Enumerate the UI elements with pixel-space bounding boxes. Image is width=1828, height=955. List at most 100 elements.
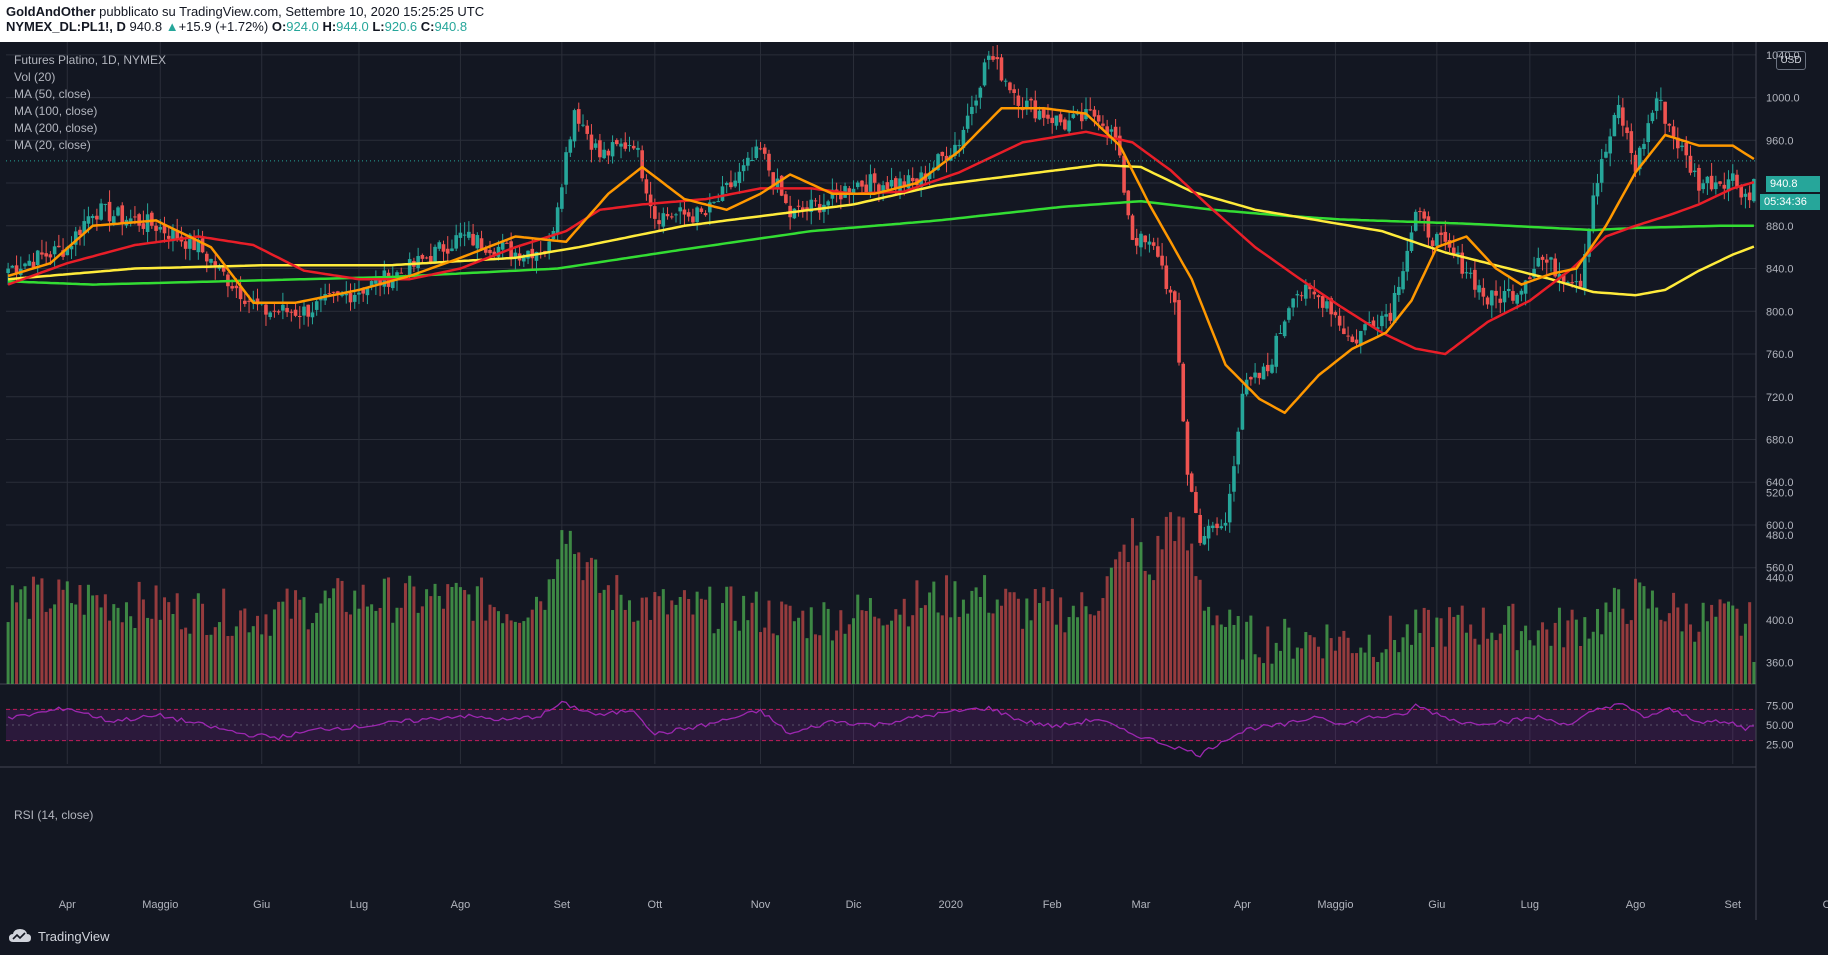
legend-ma50[interactable]: MA (50, close) [14, 87, 91, 101]
volume-bar [467, 594, 471, 684]
candle-body [754, 146, 759, 158]
volume-bar [1109, 567, 1113, 684]
candle-body [1439, 232, 1443, 235]
candle-body [40, 252, 44, 255]
legend-vol[interactable]: Vol (20) [14, 70, 56, 84]
volume-bar [175, 593, 179, 684]
volume-bar [1595, 608, 1599, 684]
price-tick-label: 600.0 [1766, 520, 1794, 532]
volume-bar [1727, 601, 1731, 684]
volume-bar [234, 626, 238, 684]
candle-body [238, 286, 243, 300]
low-label: L: [372, 19, 385, 34]
candle-body [407, 259, 412, 276]
volume-bar [420, 606, 424, 684]
volume-bar [251, 626, 255, 684]
candle-body [1143, 235, 1147, 243]
volume-bar [830, 640, 834, 684]
volume-bar [518, 622, 522, 684]
volume-bar [387, 577, 391, 684]
volume-bar [1008, 592, 1012, 684]
volume-bar [729, 586, 733, 684]
candle-body [1185, 421, 1190, 475]
volume-bar [91, 595, 95, 684]
candle-body [1236, 431, 1240, 465]
volume-bar [915, 580, 919, 684]
volume-bar [1346, 637, 1350, 684]
volume-bar [99, 607, 103, 684]
candle-body [839, 191, 843, 200]
volume-bar [526, 617, 530, 684]
volume-bar [1388, 615, 1392, 684]
candle-body [1621, 107, 1625, 126]
legend-ma200[interactable]: MA (200, close) [14, 121, 98, 135]
volume-bar [1025, 598, 1029, 684]
candle-body [52, 246, 57, 255]
volume-bar [1177, 516, 1181, 684]
volume-bar [856, 594, 860, 684]
candle-body [530, 248, 535, 259]
candle-body [441, 244, 446, 252]
candle-body [327, 293, 332, 295]
time-tick-label: Nov [751, 899, 771, 911]
volume-bar [6, 622, 10, 684]
volume-bar [31, 576, 35, 684]
volume-bar [1409, 644, 1413, 684]
volume-bar [260, 634, 264, 684]
candle-body [1156, 246, 1160, 257]
candle-body [631, 145, 636, 149]
volume-bar [1743, 623, 1747, 684]
candle-body [369, 280, 374, 287]
candle-body [1312, 291, 1317, 295]
volume-bar [928, 592, 932, 684]
candle-body [23, 263, 27, 267]
candle-body [868, 174, 873, 194]
volume-bar [1688, 624, 1692, 684]
candle-body [661, 213, 666, 227]
volume-bar [281, 601, 285, 684]
tradingview-logo[interactable]: TradingView [8, 928, 110, 944]
volume-bar [843, 633, 847, 684]
bar-countdown-tag: 05:34:36 [1760, 194, 1820, 210]
volume-bar [1359, 647, 1363, 684]
volume-bar [556, 559, 560, 684]
candle-body [378, 278, 382, 286]
legend-ma100[interactable]: MA (100, close) [14, 104, 98, 118]
volume-bar [1481, 607, 1485, 684]
volume-bar [539, 601, 543, 684]
volume-bar [1705, 621, 1709, 684]
volume-bar [1287, 627, 1291, 684]
volume-bar [1545, 629, 1549, 684]
candle-body [999, 57, 1004, 81]
volume-bar [1672, 592, 1676, 684]
volume-bar [277, 601, 281, 684]
volume-bar [1219, 624, 1223, 684]
volume-bar [1084, 606, 1088, 684]
price-tick-label: 800.0 [1766, 306, 1794, 318]
author-name[interactable]: GoldAndOther [6, 4, 96, 19]
chart-area[interactable]: 1040.01000.0960.0920.0880.0840.0800.0760… [0, 42, 1828, 920]
currency-badge[interactable]: USD [1776, 51, 1806, 70]
time-tick-label: Maggio [142, 899, 178, 911]
candle-body [492, 251, 497, 256]
price-chart-svg[interactable]: 1040.01000.0960.0920.0880.0840.0800.0760… [0, 42, 1828, 920]
volume-bar [742, 595, 746, 684]
legend-ma20[interactable]: MA (20, close) [14, 138, 91, 152]
candle-body [1583, 254, 1587, 289]
candle-body [1380, 315, 1384, 327]
volume-bar [1426, 609, 1430, 684]
volume-bar [640, 597, 644, 684]
volume-bar [1431, 647, 1435, 684]
candle-body [703, 213, 708, 216]
volume-bar [1448, 607, 1452, 684]
volume-bar [1524, 625, 1528, 684]
candle-body [450, 248, 454, 251]
candle-body [243, 300, 247, 304]
legend-rsi[interactable]: RSI (14, close) [14, 808, 94, 822]
candle-body [733, 180, 737, 187]
candle-body [120, 205, 125, 224]
volume-bar [201, 603, 205, 684]
candle-body [1041, 109, 1046, 118]
rsi-tick-label: 75.00 [1766, 701, 1794, 713]
volume-bar [1574, 619, 1578, 684]
